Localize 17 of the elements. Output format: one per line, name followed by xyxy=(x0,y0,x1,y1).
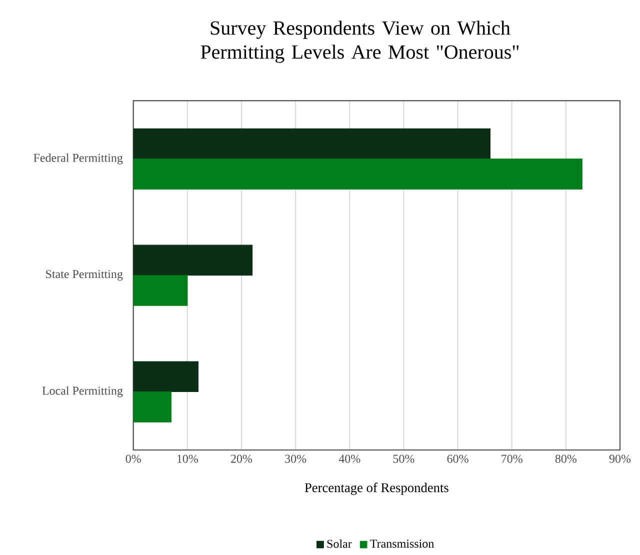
x-tick-label: 50% xyxy=(393,454,414,463)
x-tick-label: 0% xyxy=(126,454,141,463)
x-tick-label: 20% xyxy=(231,454,252,463)
chart-title: Survey Respondents View on Which Permitting Levels Are Most "Onerous" xyxy=(200,20,519,63)
y-tick-label: Local Permitting xyxy=(42,386,123,398)
x-tick-label: 10% xyxy=(177,454,198,463)
y-tick-label: Federal Permitting xyxy=(34,153,123,164)
x-tick-label: 60% xyxy=(447,454,468,463)
x-tick-label: 40% xyxy=(338,454,360,463)
legend-label: Solar xyxy=(327,539,352,548)
x-axis-title: Percentage of Respondents xyxy=(304,482,448,495)
y-tick-label: State Permitting xyxy=(46,270,123,281)
x-tick-label: 90% xyxy=(609,454,631,463)
x-tick-label: 30% xyxy=(285,454,306,463)
x-tick-label: 80% xyxy=(555,454,577,463)
x-tick-label: 70% xyxy=(502,454,522,463)
legend-label: Transmission xyxy=(370,540,434,548)
